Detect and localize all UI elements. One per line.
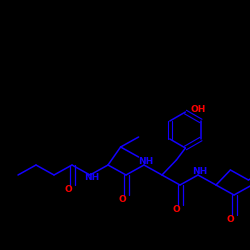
- Text: NH: NH: [84, 174, 100, 182]
- Text: NH: NH: [192, 168, 208, 176]
- Text: O: O: [172, 204, 180, 214]
- Text: O: O: [64, 184, 72, 194]
- Text: OH: OH: [190, 104, 206, 114]
- Text: O: O: [226, 214, 234, 224]
- Text: O: O: [118, 194, 126, 203]
- Text: NH: NH: [138, 158, 154, 166]
